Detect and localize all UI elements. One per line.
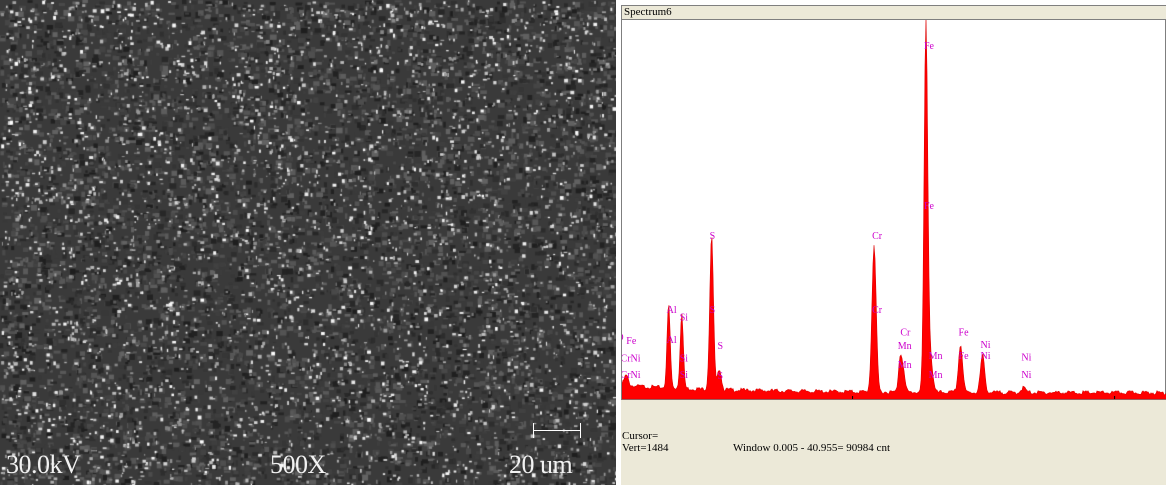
peak-label: Fe [924,41,935,52]
peak-label: Si [680,354,689,365]
cursor-readout: Cursor= [622,430,659,442]
peak-label: Mn [898,341,912,352]
peak-label: Ni [981,340,991,351]
peak-label: Al [667,335,677,346]
peak-label: Si [680,312,689,323]
peak-label: S [710,305,716,316]
sem-scale-label: 20 um [509,450,573,479]
peak-label: Fe [924,201,935,212]
peak-label: Fe [959,351,970,362]
peak-label: Al [667,305,677,316]
peak-label: S [717,371,723,382]
sem-magnification-label: 500X [270,450,326,479]
vertical-scale-readout: Vert=1484 [622,442,669,454]
peak-label: Ni [1021,352,1031,363]
spectrum-plot-area[interactable]: 5.10.FeFeSCrCCrAlSSiOFeAlCrFeSMnNiNiMnFe… [621,5,1166,400]
peak-label: Ni [1021,370,1031,381]
spectrum-area [622,17,1166,400]
peak-label: S [710,231,716,242]
sem-texture [0,0,616,485]
peak-label: Ni [981,351,991,362]
peak-label: CrNi [622,370,641,381]
peak-label: O [622,332,624,343]
sem-micrograph: 30.0kV 500X 20 um [0,0,616,485]
peak-label: Fe [626,336,637,347]
peak-label: Mn [929,370,943,381]
peak-label: S [717,341,723,352]
eds-spectrum-panel: 5.10.FeFeSCrCCrAlSSiOFeAlCrFeSMnNiNiMnFe… [621,5,1166,485]
peak-label: Mn [929,351,943,362]
peak-label: Cr [900,327,911,338]
peak-label: Cr [872,305,883,316]
sem-voltage-label: 30.0kV [6,450,81,479]
spectrum-status-bar: Cursor= Vert=1484 Window 0.005 - 40.955=… [621,400,1166,485]
window-readout: Window 0.005 - 40.955= 90984 cnt [733,442,890,454]
peak-label: Fe [959,327,970,338]
spectrum-title: Spectrum6 [622,6,1166,20]
sem-scale-bar [533,423,581,438]
peak-label: Mn [898,360,912,371]
spectrum-chart: 5.10.FeFeSCrCCrAlSSiOFeAlCrFeSMnNiNiMnFe… [622,17,1166,400]
peak-label: CrNi [622,354,641,365]
peak-label: Si [680,370,689,381]
peak-label: Cr [872,231,883,242]
